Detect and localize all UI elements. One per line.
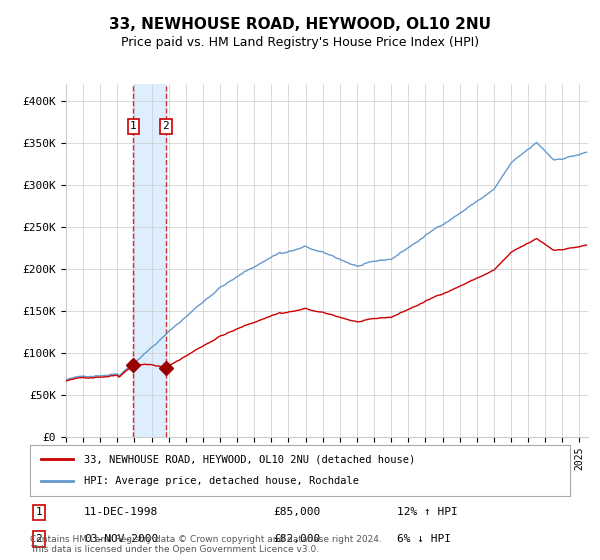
Text: 11-DEC-1998: 11-DEC-1998	[84, 507, 158, 517]
Bar	[133, 84, 166, 437]
Text: 2: 2	[35, 534, 42, 544]
Text: 2: 2	[163, 122, 169, 132]
Text: £85,000: £85,000	[273, 507, 320, 517]
Text: Price paid vs. HM Land Registry's House Price Index (HPI): Price paid vs. HM Land Registry's House …	[121, 36, 479, 49]
Text: 12% ↑ HPI: 12% ↑ HPI	[397, 507, 458, 517]
Text: 33, NEWHOUSE ROAD, HEYWOOD, OL10 2NU: 33, NEWHOUSE ROAD, HEYWOOD, OL10 2NU	[109, 17, 491, 32]
Text: £82,000: £82,000	[273, 534, 320, 544]
Text: Contains HM Land Registry data © Crown copyright and database right 2024.
This d: Contains HM Land Registry data © Crown c…	[30, 535, 382, 554]
Text: 1: 1	[35, 507, 42, 517]
Text: 1: 1	[130, 122, 137, 132]
Text: 6% ↓ HPI: 6% ↓ HPI	[397, 534, 451, 544]
Text: HPI: Average price, detached house, Rochdale: HPI: Average price, detached house, Roch…	[84, 477, 359, 487]
Text: 03-NOV-2000: 03-NOV-2000	[84, 534, 158, 544]
Text: 33, NEWHOUSE ROAD, HEYWOOD, OL10 2NU (detached house): 33, NEWHOUSE ROAD, HEYWOOD, OL10 2NU (de…	[84, 454, 415, 464]
